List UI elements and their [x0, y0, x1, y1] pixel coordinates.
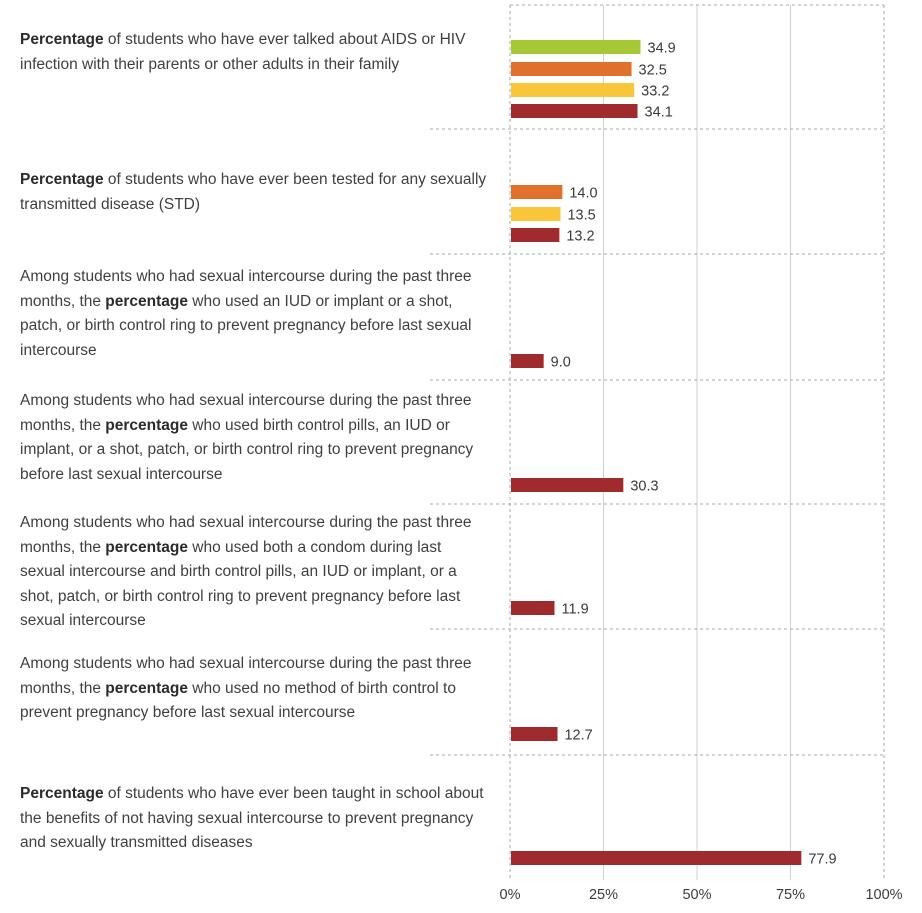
x-tick-label: 50%	[682, 887, 711, 903]
bar	[511, 228, 560, 242]
data-label: 30.3	[630, 479, 658, 495]
row-label: Among students who had sexual intercours…	[20, 392, 474, 483]
bar	[511, 104, 638, 118]
bar	[511, 601, 555, 615]
row-label: Among students who had sexual intercours…	[20, 514, 472, 629]
row-label: Percentage of students who have ever bee…	[20, 171, 487, 213]
x-tick-label: 75%	[776, 887, 805, 903]
bar	[511, 62, 632, 76]
row-label: Percentage of students who have ever bee…	[20, 785, 484, 851]
x-tick-label: 0%	[500, 887, 521, 903]
data-label: 32.5	[639, 63, 667, 79]
row-label: Percentage of students who have ever tal…	[20, 31, 466, 73]
bar	[511, 185, 563, 199]
bar	[511, 40, 641, 54]
row-label-emphasis: percentage	[105, 679, 188, 697]
bar	[511, 478, 624, 492]
data-label: 11.9	[562, 602, 589, 618]
row-label: Among students who had sexual intercours…	[20, 655, 472, 721]
data-label: 34.9	[648, 41, 676, 57]
data-label: 33.2	[641, 84, 669, 100]
data-label: 34.1	[645, 105, 673, 121]
row-label-emphasis: percentage	[105, 538, 188, 556]
row-label-emphasis: percentage	[105, 292, 188, 310]
bar	[511, 207, 561, 221]
row-label-emphasis: Percentage	[20, 31, 104, 48]
x-tick-label: 100%	[865, 887, 902, 903]
bar	[511, 83, 635, 97]
x-tick-label: 25%	[589, 887, 618, 903]
bar	[511, 354, 544, 368]
data-label: 13.2	[566, 229, 594, 245]
row-label-emphasis: Percentage	[20, 171, 104, 188]
data-label: 13.5	[567, 208, 595, 224]
data-label: 9.0	[551, 355, 571, 371]
data-label: 12.7	[564, 728, 592, 744]
row-label: Among students who had sexual intercours…	[20, 268, 472, 359]
bar	[511, 727, 558, 741]
bar	[511, 851, 802, 865]
data-label: 14.0	[569, 186, 597, 202]
row-label-emphasis: Percentage	[20, 785, 104, 802]
row-label-emphasis: percentage	[105, 416, 188, 434]
data-label: 77.9	[808, 852, 836, 868]
